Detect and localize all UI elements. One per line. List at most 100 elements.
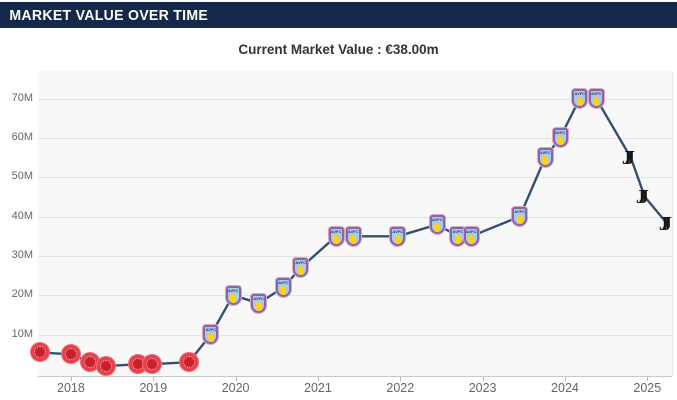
x-tick-mark [564,377,566,381]
villa-lion-icon [229,293,237,304]
y-tick-label: 10M [11,327,33,340]
aston-villa-crest-icon: AVFC [293,258,309,278]
x-tick-mark [482,377,484,381]
y-tick-label: 40M [11,209,33,222]
gridline-10M [38,334,672,336]
villa-lion-icon [592,96,600,107]
aston-villa-crest-icon: AVFC [328,226,344,246]
villa-lion-icon [207,332,215,343]
girona-crest-core [33,346,46,359]
avfc-text: AVFC [278,279,289,285]
page-title: MARKET VALUE OVER TIME [9,6,209,24]
avfc-text: AVFC [205,327,217,333]
villa-lion-icon [349,234,357,245]
gridline-30M [38,255,672,257]
y-tick-label: 20M [11,288,33,301]
gridline-70M [38,98,672,100]
avfc-text: AVFC [554,130,566,136]
aston-villa-crest-icon: AVFC [225,285,241,305]
girona-crest-core [145,358,158,371]
avfc-text: AVFC [465,228,477,234]
girona-crest-icon [29,342,50,363]
girona-crest-icon [178,352,199,373]
aston-villa-crest-icon: AVFC [512,207,528,227]
juventus-logo-icon: JJ [635,185,649,208]
x-tick-mark [317,377,319,381]
gridline-50M [38,177,672,179]
x-tick-mark [70,377,72,381]
girona-crest-icon [60,344,81,365]
girona-crest-core [182,356,195,369]
villa-lion-icon [541,155,549,166]
villa-lion-icon [433,222,441,233]
aston-villa-crest-icon: AVFC [537,148,553,168]
y-tick-label: 70M [11,91,33,104]
aston-villa-crest-icon: AVFC [463,226,479,246]
villa-lion-icon [394,234,402,245]
juventus-logo-icon: JJ [658,213,672,236]
girona-crest-icon [141,354,162,375]
villa-lion-icon [467,234,475,245]
avfc-text: AVFC [227,287,239,293]
x-tick-label: 2021 [304,381,332,395]
villa-lion-icon [279,285,287,296]
y-tick-label: 60M [11,130,33,143]
avfc-text: AVFC [539,150,551,156]
x-tick-mark [235,377,237,381]
girona-crest-core [64,348,77,361]
x-tick-label: 2018 [57,381,85,395]
villa-lion-icon [576,96,584,107]
villa-lion-icon [516,214,524,225]
avfc-text: AVFC [295,260,306,266]
girona-crest-core [83,356,96,369]
villa-lion-icon [454,234,462,245]
villa-lion-icon [556,136,564,146]
girona-crest-icon [79,352,100,373]
x-tick-label: 2023 [468,381,497,395]
x-tick-label: 2019 [139,381,168,395]
x-tick-label: 2020 [221,381,250,395]
x-tick-mark [647,377,649,381]
aston-villa-crest-icon: AVFC [345,226,361,246]
avfc-text: AVFC [330,228,342,234]
aston-villa-crest-icon: AVFC [390,226,406,246]
x-tick-mark [400,377,402,381]
x-tick-label: 2022 [386,381,415,395]
aston-villa-crest-icon: AVFC [572,89,588,109]
avfc-text: AVFC [348,228,359,234]
avfc-text: AVFC [432,216,443,222]
panel-header: MARKET VALUE OVER TIME [0,2,677,28]
avfc-text: AVFC [392,228,404,234]
aston-villa-crest-icon: AVFC [251,293,267,313]
villa-lion-icon [332,234,340,245]
gridline-40M [38,216,672,218]
plot-area: AVFC AVFC AVFC AVFC AVFC AVFC AVFC AVFC AVFC AVFC… [29,71,673,377]
villa-lion-icon [297,265,305,276]
avfc-text: AVFC [574,91,586,97]
gridline-20M [38,295,672,297]
x-tick-mark [153,377,155,381]
aston-villa-crest-icon: AVFC [275,277,291,297]
y-tick-label: 30M [11,248,33,261]
villa-lion-icon [255,301,263,311]
juventus-logo-icon: JJ [621,146,635,169]
x-tick-label: 2025 [633,381,662,395]
girona-crest-icon [96,356,117,377]
avfc-text: AVFC [452,228,464,234]
avfc-text: AVFC [253,295,264,301]
gridline-60M [38,137,672,139]
value-line [39,97,669,368]
aston-villa-crest-icon: AVFC [588,89,604,109]
aston-villa-crest-icon: AVFC [429,214,445,234]
current-market-value-text: Current Market Value : €38.00m [238,42,439,57]
aston-villa-crest-icon: AVFC [203,325,219,345]
aston-villa-crest-icon: AVFC [552,128,568,148]
y-tick-label: 50M [11,170,33,183]
x-tick-label: 2024 [551,381,579,395]
avfc-text: AVFC [514,209,525,215]
x-axis-line [38,376,672,377]
avfc-text: AVFC [590,91,602,97]
girona-crest-core [100,360,113,373]
